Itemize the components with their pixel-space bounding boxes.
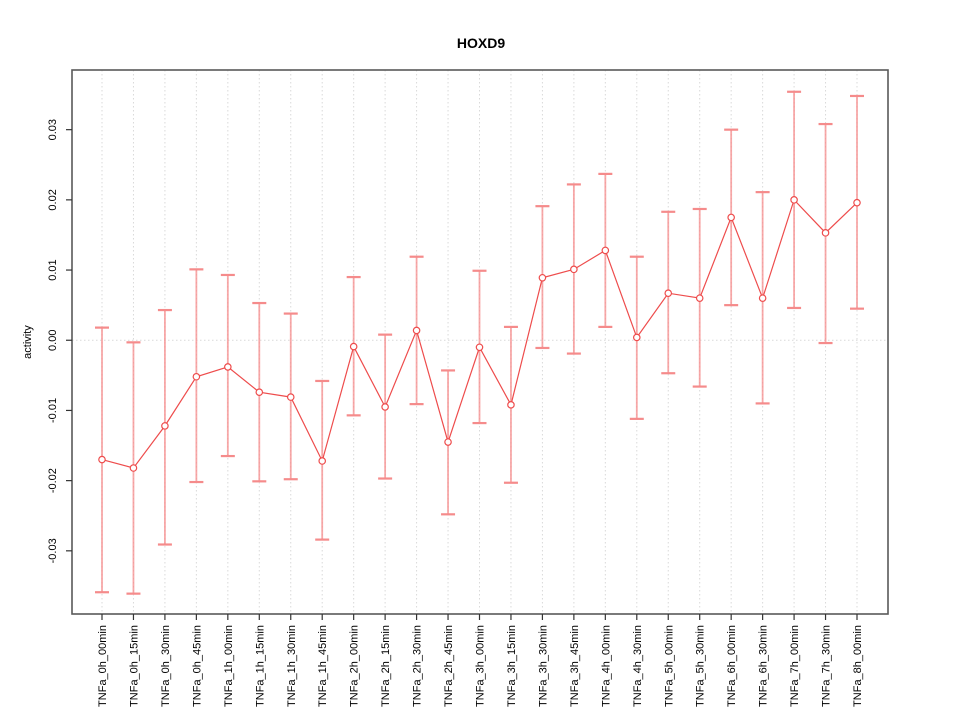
x-tick-label: TNFa_5h_00min (663, 625, 675, 707)
data-point (695, 294, 704, 302)
x-tick-label: TNFa_1h_30min (286, 625, 298, 707)
data-point (853, 198, 861, 207)
x-tick-label: TNFa_6h_00min (726, 625, 738, 707)
data-point (664, 289, 673, 298)
data-point (224, 363, 232, 371)
data-point (758, 294, 767, 302)
y-tick-label: -0.02 (47, 468, 59, 493)
data-point (727, 213, 735, 222)
x-tick-label: TNFa_4h_30min (632, 625, 644, 707)
x-tick-label: TNFa_2h_00min (349, 625, 361, 707)
x-tick-label: TNFa_7h_00min (789, 625, 801, 707)
data-point (381, 403, 389, 411)
data-point (318, 457, 327, 465)
data-point (444, 438, 452, 446)
chart-title: HOXD9 (457, 35, 505, 51)
y-tick-label: 0.02 (47, 189, 59, 210)
x-tick-label: TNFa_1h_15min (254, 625, 266, 707)
data-point (98, 455, 106, 464)
y-tick-label: -0.01 (47, 398, 59, 423)
x-tick-label: TNFa_2h_45min (443, 625, 455, 707)
data-point (507, 401, 515, 409)
x-tick-label: TNFa_1h_00min (223, 625, 235, 707)
y-tick-label: 0.00 (47, 330, 59, 351)
data-point (161, 422, 169, 430)
data-point (570, 265, 578, 274)
data-point (129, 464, 138, 472)
x-tick-label: TNFa_2h_30min (412, 625, 424, 707)
data-point (349, 342, 358, 351)
data-point (475, 343, 484, 352)
data-point (632, 333, 641, 342)
x-tick-label: TNFa_3h_45min (569, 625, 581, 707)
data-point (286, 393, 295, 401)
data-point (821, 229, 830, 237)
y-tick-label: 0.01 (47, 259, 59, 280)
x-axis: TNFa_0h_00min TNFa_0h_15min TNFa_0h_30min T… (97, 614, 864, 707)
x-tick-label: TNFa_1h_45min (317, 625, 329, 707)
x-tick-label: TNFa_0h_30min (160, 625, 172, 707)
x-tick-label: TNFa_7h_30min (821, 625, 833, 707)
y-axis: -0.03 -0.02 -0.01 0.00 0.01 0.02 0.03 (47, 119, 72, 563)
x-tick-label: TNFa_5h_30min (695, 625, 707, 707)
data-point (601, 246, 610, 255)
y-tick-label: -0.03 (47, 538, 59, 563)
data-points (98, 196, 861, 472)
y-tick-label: 0.03 (47, 119, 59, 140)
data-point (412, 326, 421, 335)
x-tick-label: TNFa_4h_00min (600, 625, 612, 707)
x-tick-label: TNFa_2h_15min (380, 625, 392, 707)
x-tick-label: TNFa_3h_15min (506, 625, 518, 707)
x-tick-label: TNFa_0h_45min (191, 625, 203, 707)
data-point (790, 196, 798, 204)
data-point (538, 273, 547, 282)
x-tick-label: TNFa_3h_00min (475, 625, 487, 707)
x-tick-label: TNFa_3h_30min (537, 625, 549, 707)
data-point (192, 372, 201, 381)
x-tick-label: TNFa_6h_30min (758, 625, 770, 707)
x-tick-label: TNFa_8h_00min (852, 625, 864, 707)
data-point (255, 388, 264, 396)
y-axis-title: activity (22, 325, 34, 359)
x-tick-label: TNFa_0h_00min (97, 625, 109, 707)
x-tick-label: TNFa_0h_15min (128, 625, 140, 707)
